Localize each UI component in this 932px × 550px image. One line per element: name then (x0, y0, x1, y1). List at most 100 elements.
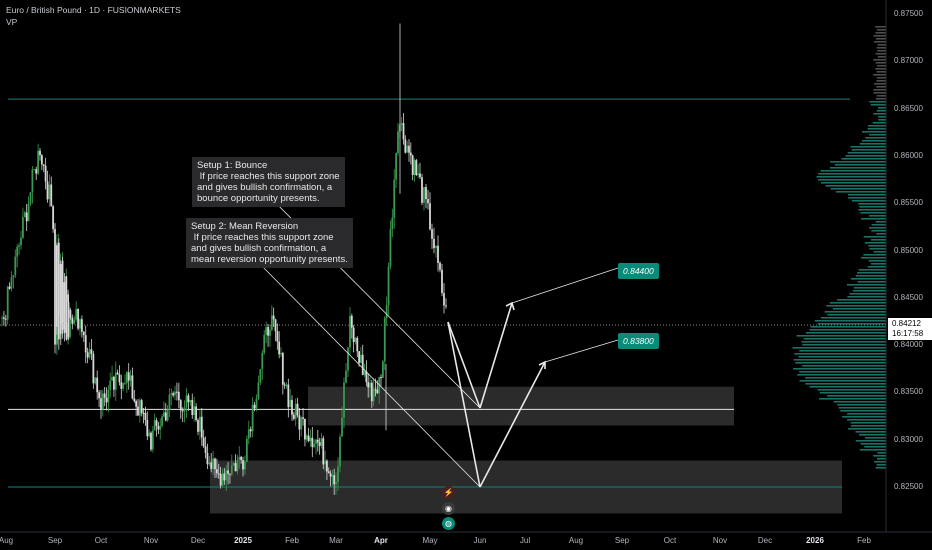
volume-profile-bar (805, 383, 886, 385)
candle-body (397, 131, 399, 154)
volume-profile-bar (810, 326, 886, 328)
volume-profile-bar (801, 341, 886, 343)
candle-body (395, 153, 398, 180)
candle-body (316, 439, 319, 443)
candle-body (79, 319, 81, 329)
volume-profile-bar (858, 209, 886, 211)
volume-profile-bar (869, 227, 886, 229)
candle-body (120, 382, 123, 389)
candle-body (183, 407, 186, 412)
volume-profile-bar (829, 167, 886, 169)
volume-profile-bar (855, 440, 886, 442)
candle-body (116, 372, 119, 375)
volume-profile-bar (858, 269, 886, 271)
volume-profile-bar (875, 467, 886, 469)
candle-body (249, 429, 252, 432)
volume-profile-bar (874, 41, 886, 43)
earnings-icon[interactable]: ◍ (442, 517, 455, 530)
candle-body (443, 293, 445, 306)
volume-profile-bar (868, 245, 886, 247)
candle-body (69, 310, 72, 318)
volume-profile-bar (849, 293, 886, 295)
volume-profile-bar (861, 140, 886, 142)
projection-path-mean-reversion (447, 321, 481, 488)
candle-body (380, 377, 382, 379)
volume-profile-bar (876, 77, 886, 79)
volume-profile-bar (838, 407, 886, 409)
price-tick: 0.84000 (894, 340, 923, 350)
candle-body (155, 420, 158, 426)
volume-profile-bar (796, 335, 886, 337)
time-tick: 2025 (234, 536, 252, 545)
candle-body (385, 305, 388, 319)
volume-profile-bar (820, 317, 886, 319)
candle-body (311, 437, 314, 448)
candle-body (92, 353, 95, 384)
candle-body (223, 473, 226, 481)
volume-profile-bar (863, 236, 886, 238)
volume-profile-bar (876, 110, 886, 112)
volume-profile-bar (799, 371, 886, 373)
volume-profile-bar (871, 230, 886, 232)
candle-body (272, 315, 275, 320)
indicator-label[interactable]: VP (6, 17, 18, 27)
candle-body (369, 382, 371, 388)
note-setup-mean-reversion[interactable]: Setup 2: Mean Reversion If price reaches… (186, 218, 353, 268)
price-tick: 0.84500 (894, 292, 923, 302)
volume-profile-bar (802, 365, 886, 367)
volume-profile-bar (816, 176, 886, 178)
volume-profile-bar (830, 161, 886, 163)
candle-body (300, 417, 303, 430)
volume-profile-bar (862, 131, 886, 133)
note-setup-bounce[interactable]: Setup 1: Bounce If price reaches this su… (192, 157, 345, 207)
volume-profile-bar (798, 356, 886, 358)
volume-profile-bar (868, 260, 886, 262)
dividend-icon[interactable]: ◉ (442, 502, 455, 515)
candle-body (278, 341, 281, 355)
candle-body (88, 349, 91, 358)
candle-body (296, 403, 299, 416)
flash-icon[interactable]: ⚡ (442, 486, 455, 499)
time-tick: Aug (568, 536, 584, 545)
volume-profile-bar (874, 461, 886, 463)
candle-body (59, 314, 62, 334)
time-tick: Oct (94, 536, 108, 545)
candle-body (350, 315, 353, 328)
time-tick: Mar (329, 536, 343, 545)
candle-body (103, 393, 106, 398)
target-label-1[interactable]: 0.84400 (618, 263, 659, 279)
volume-profile-bar (864, 242, 886, 244)
volume-profile-bar (809, 329, 886, 331)
volume-profile-bar (877, 458, 886, 460)
candle-body (189, 400, 192, 403)
volume-profile-bar (877, 56, 886, 58)
candle-body (445, 305, 447, 307)
candle-body (44, 165, 47, 182)
candle-body (3, 317, 5, 319)
candle-body (172, 393, 175, 396)
volume-profile-bar (877, 44, 886, 46)
candle-body (356, 337, 359, 352)
candle-body (54, 229, 56, 345)
candle-body (31, 169, 34, 193)
symbol-title[interactable]: Euro / British Pound · 1D · FUSIONMARKET… (6, 5, 181, 15)
price-tick: 0.82500 (894, 482, 923, 491)
candle-body (73, 319, 76, 324)
volume-profile-bar (873, 89, 886, 91)
candle-body (298, 415, 301, 430)
candle-body (153, 420, 156, 431)
candle-body (151, 430, 154, 450)
volume-profile-bar (877, 50, 886, 52)
volume-profile-bar (873, 92, 886, 94)
candle-body (285, 384, 288, 386)
candle-body (33, 169, 36, 171)
candle-body (307, 435, 310, 441)
candle-body (14, 256, 17, 276)
candle-body (131, 375, 134, 399)
volume-profile-bar (824, 311, 886, 313)
target-label-2[interactable]: 0.83800 (618, 333, 659, 349)
volume-profile-bar (870, 239, 886, 241)
candle-body (59, 264, 62, 315)
candle-body (265, 327, 268, 335)
